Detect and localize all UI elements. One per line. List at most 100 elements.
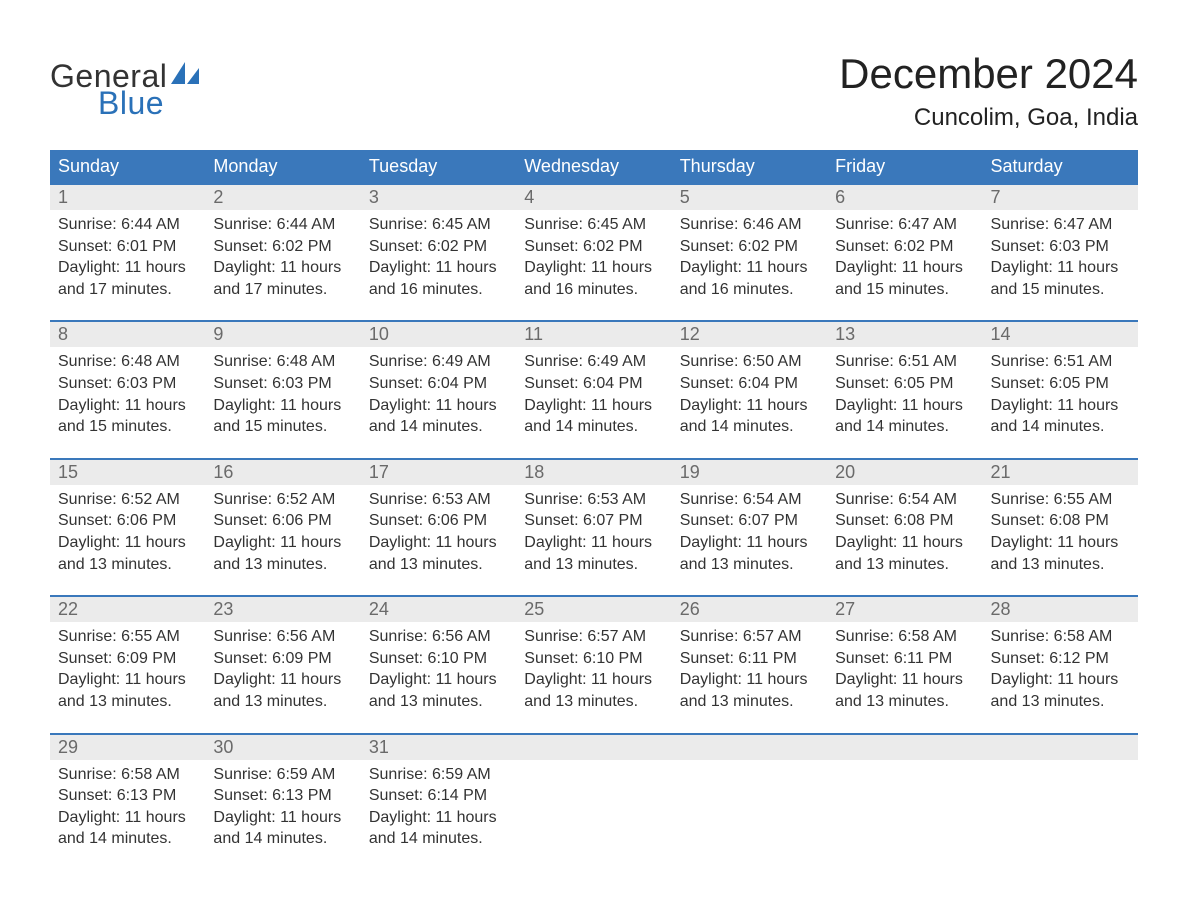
- sunrise-line: Sunrise: 6:52 AM: [213, 489, 352, 511]
- day-number: 19: [672, 460, 827, 485]
- sunrise-line: Sunrise: 6:58 AM: [58, 764, 197, 786]
- day-cell: [516, 760, 671, 850]
- day-number: 6: [827, 185, 982, 210]
- day-of-week-header: Wednesday: [516, 150, 671, 183]
- daylight-line: Daylight: 11 hours and 13 minutes.: [835, 532, 974, 575]
- sunset-line: Sunset: 6:02 PM: [369, 236, 508, 258]
- day-number: 23: [205, 597, 360, 622]
- sunset-line: Sunset: 6:02 PM: [213, 236, 352, 258]
- sunset-line: Sunset: 6:12 PM: [991, 648, 1130, 670]
- sunset-line: Sunset: 6:06 PM: [58, 510, 197, 532]
- day-cell: Sunrise: 6:47 AMSunset: 6:02 PMDaylight:…: [827, 210, 982, 300]
- day-cell: Sunrise: 6:59 AMSunset: 6:14 PMDaylight:…: [361, 760, 516, 850]
- sunrise-line: Sunrise: 6:54 AM: [835, 489, 974, 511]
- day-of-week-header: Thursday: [672, 150, 827, 183]
- daylight-line: Daylight: 11 hours and 13 minutes.: [58, 669, 197, 712]
- day-number: 4: [516, 185, 671, 210]
- sunrise-line: Sunrise: 6:44 AM: [213, 214, 352, 236]
- day-cell: Sunrise: 6:48 AMSunset: 6:03 PMDaylight:…: [50, 347, 205, 437]
- sunset-line: Sunset: 6:06 PM: [369, 510, 508, 532]
- sunset-line: Sunset: 6:09 PM: [213, 648, 352, 670]
- sunrise-line: Sunrise: 6:58 AM: [835, 626, 974, 648]
- day-cell: Sunrise: 6:51 AMSunset: 6:05 PMDaylight:…: [827, 347, 982, 437]
- day-content-row: Sunrise: 6:44 AMSunset: 6:01 PMDaylight:…: [50, 210, 1138, 300]
- day-number: 30: [205, 735, 360, 760]
- sunrise-line: Sunrise: 6:52 AM: [58, 489, 197, 511]
- sunrise-line: Sunrise: 6:45 AM: [369, 214, 508, 236]
- day-content-row: Sunrise: 6:55 AMSunset: 6:09 PMDaylight:…: [50, 622, 1138, 712]
- sunset-line: Sunset: 6:05 PM: [835, 373, 974, 395]
- sunrise-line: Sunrise: 6:54 AM: [680, 489, 819, 511]
- day-number: 21: [983, 460, 1138, 485]
- day-cell: Sunrise: 6:49 AMSunset: 6:04 PMDaylight:…: [361, 347, 516, 437]
- sunset-line: Sunset: 6:08 PM: [835, 510, 974, 532]
- daylight-line: Daylight: 11 hours and 13 minutes.: [991, 532, 1130, 575]
- sunset-line: Sunset: 6:13 PM: [213, 785, 352, 807]
- daylight-line: Daylight: 11 hours and 13 minutes.: [369, 532, 508, 575]
- daylight-line: Daylight: 11 hours and 15 minutes.: [58, 395, 197, 438]
- sunset-line: Sunset: 6:10 PM: [524, 648, 663, 670]
- sunset-line: Sunset: 6:01 PM: [58, 236, 197, 258]
- daylight-line: Daylight: 11 hours and 14 minutes.: [524, 395, 663, 438]
- sunrise-line: Sunrise: 6:56 AM: [369, 626, 508, 648]
- week-row: 1234567Sunrise: 6:44 AMSunset: 6:01 PMDa…: [50, 183, 1138, 300]
- sunrise-line: Sunrise: 6:51 AM: [835, 351, 974, 373]
- daylight-line: Daylight: 11 hours and 17 minutes.: [58, 257, 197, 300]
- sunset-line: Sunset: 6:07 PM: [680, 510, 819, 532]
- day-number-row: 22232425262728: [50, 595, 1138, 622]
- week-row: 293031Sunrise: 6:58 AMSunset: 6:13 PMDay…: [50, 733, 1138, 850]
- day-number: 1: [50, 185, 205, 210]
- day-number: [516, 735, 671, 760]
- sail-icon: [171, 62, 199, 89]
- daylight-line: Daylight: 11 hours and 13 minutes.: [680, 669, 819, 712]
- day-number: [983, 735, 1138, 760]
- sunset-line: Sunset: 6:13 PM: [58, 785, 197, 807]
- sunrise-line: Sunrise: 6:57 AM: [524, 626, 663, 648]
- daylight-line: Daylight: 11 hours and 16 minutes.: [680, 257, 819, 300]
- sunset-line: Sunset: 6:04 PM: [680, 373, 819, 395]
- sunset-line: Sunset: 6:02 PM: [680, 236, 819, 258]
- day-content-row: Sunrise: 6:52 AMSunset: 6:06 PMDaylight:…: [50, 485, 1138, 575]
- daylight-line: Daylight: 11 hours and 14 minutes.: [213, 807, 352, 850]
- day-cell: Sunrise: 6:58 AMSunset: 6:12 PMDaylight:…: [983, 622, 1138, 712]
- day-cell: Sunrise: 6:57 AMSunset: 6:11 PMDaylight:…: [672, 622, 827, 712]
- day-cell: Sunrise: 6:49 AMSunset: 6:04 PMDaylight:…: [516, 347, 671, 437]
- sunrise-line: Sunrise: 6:56 AM: [213, 626, 352, 648]
- daylight-line: Daylight: 11 hours and 13 minutes.: [991, 669, 1130, 712]
- daylight-line: Daylight: 11 hours and 13 minutes.: [213, 532, 352, 575]
- sunrise-line: Sunrise: 6:49 AM: [369, 351, 508, 373]
- week-row: 891011121314Sunrise: 6:48 AMSunset: 6:03…: [50, 320, 1138, 437]
- day-cell: Sunrise: 6:52 AMSunset: 6:06 PMDaylight:…: [205, 485, 360, 575]
- day-cell: Sunrise: 6:54 AMSunset: 6:08 PMDaylight:…: [827, 485, 982, 575]
- day-number-row: 891011121314: [50, 320, 1138, 347]
- day-number: 24: [361, 597, 516, 622]
- day-cell: Sunrise: 6:45 AMSunset: 6:02 PMDaylight:…: [516, 210, 671, 300]
- daylight-line: Daylight: 11 hours and 15 minutes.: [835, 257, 974, 300]
- day-number: 22: [50, 597, 205, 622]
- day-number: 18: [516, 460, 671, 485]
- sunset-line: Sunset: 6:11 PM: [680, 648, 819, 670]
- daylight-line: Daylight: 11 hours and 15 minutes.: [213, 395, 352, 438]
- day-of-week-header: Tuesday: [361, 150, 516, 183]
- day-number: 11: [516, 322, 671, 347]
- daylight-line: Daylight: 11 hours and 13 minutes.: [524, 532, 663, 575]
- daylight-line: Daylight: 11 hours and 16 minutes.: [369, 257, 508, 300]
- day-number: 15: [50, 460, 205, 485]
- sunrise-line: Sunrise: 6:55 AM: [991, 489, 1130, 511]
- day-number: 10: [361, 322, 516, 347]
- day-number: 28: [983, 597, 1138, 622]
- day-cell: [983, 760, 1138, 850]
- sunset-line: Sunset: 6:09 PM: [58, 648, 197, 670]
- daylight-line: Daylight: 11 hours and 13 minutes.: [58, 532, 197, 575]
- calendar: SundayMondayTuesdayWednesdayThursdayFrid…: [50, 150, 1138, 850]
- sunrise-line: Sunrise: 6:45 AM: [524, 214, 663, 236]
- day-content-row: Sunrise: 6:48 AMSunset: 6:03 PMDaylight:…: [50, 347, 1138, 437]
- sunrise-line: Sunrise: 6:48 AM: [58, 351, 197, 373]
- daylight-line: Daylight: 11 hours and 16 minutes.: [524, 257, 663, 300]
- sunset-line: Sunset: 6:04 PM: [369, 373, 508, 395]
- daylight-line: Daylight: 11 hours and 14 minutes.: [835, 395, 974, 438]
- day-cell: Sunrise: 6:53 AMSunset: 6:06 PMDaylight:…: [361, 485, 516, 575]
- day-number: 31: [361, 735, 516, 760]
- day-number: 29: [50, 735, 205, 760]
- day-of-week-header: Friday: [827, 150, 982, 183]
